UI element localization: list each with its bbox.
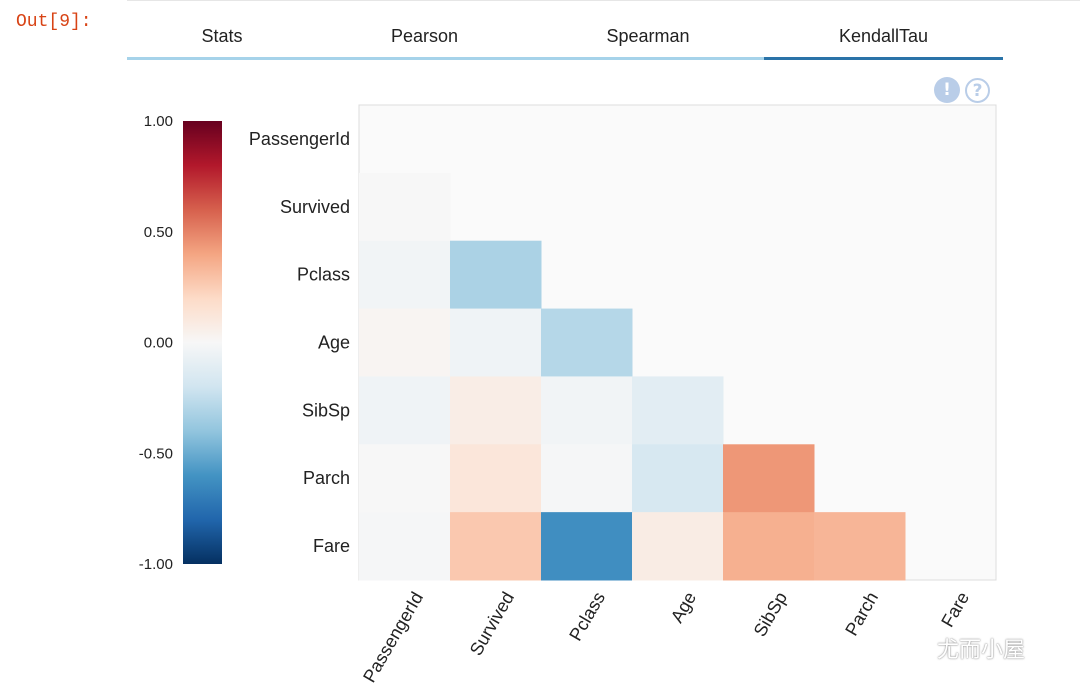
colorbar-gradient bbox=[183, 121, 222, 564]
colorbar: 1.00 0.50 0.00 -0.50 -1.00 bbox=[139, 113, 222, 573]
tab-spearman[interactable]: Spearman bbox=[606, 25, 690, 46]
heatmap-cell-Fare-PassengerId bbox=[359, 512, 451, 581]
output-prompt: Out[9]: bbox=[16, 12, 92, 32]
tab-kendalltau[interactable]: KendallTau bbox=[838, 25, 929, 46]
heatmap-cell-Parch-SibSp bbox=[723, 444, 815, 513]
heatmap-cell-Fare-Age bbox=[632, 512, 724, 581]
heatmap-cell-SibSp-Age bbox=[632, 376, 724, 445]
heatmap-cell-Fare-Parch bbox=[814, 512, 906, 581]
tab-underline-active bbox=[764, 57, 1003, 60]
row-label-Age: Age bbox=[318, 333, 350, 353]
heatmap-cell-Parch-Survived bbox=[450, 444, 542, 513]
heatmap-cell-Parch-Age bbox=[632, 444, 724, 513]
heatmap-cell-Fare-Pclass bbox=[541, 512, 633, 581]
heatmap: PassengerId Survived Pclass Age SibSp Parch Fa… bbox=[249, 104, 997, 686]
col-label-SibSp: SibSp bbox=[750, 588, 791, 640]
col-label-Survived: Survived bbox=[466, 588, 518, 659]
heatmap-cell-SibSp-Pclass bbox=[541, 376, 633, 445]
heatmap-cell-SibSp-PassengerId bbox=[359, 376, 451, 445]
heatmap-cell-Parch-Pclass bbox=[541, 444, 633, 513]
heatmap-cell-Survived-PassengerId bbox=[359, 172, 451, 242]
heatmap-cell-Pclass-PassengerId bbox=[359, 240, 451, 310]
info-icon[interactable]: ! bbox=[934, 77, 960, 103]
heatmap-cell-Parch-PassengerId bbox=[359, 444, 451, 513]
row-label-Survived: Survived bbox=[280, 197, 350, 217]
row-label-Fare: Fare bbox=[313, 536, 350, 556]
colorbar-tick-label: 1.00 bbox=[144, 113, 173, 130]
row-label-SibSp: SibSp bbox=[302, 400, 350, 420]
cell-divider bbox=[127, 0, 1080, 1]
heatmap-cell-Fare-Survived bbox=[450, 512, 542, 581]
colorbar-tick-label: 0.50 bbox=[144, 224, 173, 241]
tab-underline-inactive bbox=[127, 57, 764, 60]
heatmap-cell-Age-Survived bbox=[450, 308, 542, 377]
heatmap-cell-Age-PassengerId bbox=[359, 308, 451, 377]
help-icon[interactable]: ? bbox=[965, 78, 990, 103]
heatmap-cell-Fare-SibSp bbox=[723, 512, 815, 581]
colorbar-tick-label: -0.50 bbox=[139, 445, 173, 462]
col-label-Pclass: Pclass bbox=[565, 588, 609, 644]
row-label-Parch: Parch bbox=[303, 468, 350, 488]
row-label-PassengerId: PassengerId bbox=[249, 129, 350, 149]
wechat-icon bbox=[895, 634, 931, 661]
tab-pearson[interactable]: Pearson bbox=[390, 25, 459, 46]
col-label-Age: Age bbox=[667, 588, 700, 626]
col-label-Parch: Parch bbox=[841, 588, 882, 639]
heatmap-cell-Pclass-Survived bbox=[450, 240, 542, 310]
col-label-PassengerId: PassengerId bbox=[359, 588, 427, 686]
tab-bar: Stats Pearson Spearman KendallTau bbox=[127, 14, 1003, 62]
colorbar-tick-label: -1.00 bbox=[139, 556, 173, 573]
tab-stats[interactable]: Stats bbox=[201, 25, 243, 46]
col-label-Fare: Fare bbox=[937, 588, 973, 630]
heatmap-cell-SibSp-Survived bbox=[450, 376, 542, 445]
watermark: 尤而小屋 bbox=[895, 632, 1025, 664]
row-label-Pclass: Pclass bbox=[297, 265, 350, 285]
colorbar-tick-label: 0.00 bbox=[144, 335, 173, 352]
heatmap-cell-Age-Pclass bbox=[541, 308, 633, 377]
watermark-text: 尤而小屋 bbox=[937, 638, 1026, 663]
